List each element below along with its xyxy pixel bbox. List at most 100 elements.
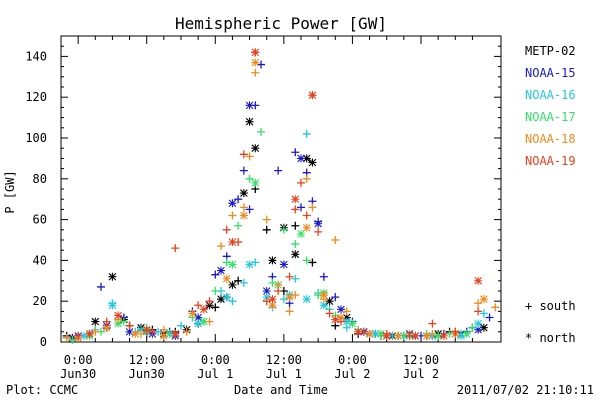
- point-south: [74, 331, 83, 340]
- point-south: [234, 195, 243, 204]
- point-north: [297, 229, 305, 238]
- point-north: [114, 319, 123, 328]
- point-north: [262, 293, 271, 302]
- point-north: [382, 331, 391, 340]
- point-south: [257, 127, 265, 136]
- point-south: [245, 152, 254, 161]
- point-south: [239, 150, 248, 159]
- point-south: [97, 282, 105, 291]
- point-north: [439, 331, 448, 340]
- point-north: [365, 329, 374, 338]
- point-south: [291, 221, 300, 230]
- point-north: [268, 256, 277, 265]
- legend-entry: NOAA-18: [525, 132, 576, 146]
- point-north: [228, 199, 237, 208]
- point-north: [228, 280, 237, 289]
- legend-entry: METP-02: [525, 44, 576, 58]
- x-tick-time-label: 0:00: [201, 353, 230, 367]
- point-south: [337, 317, 345, 326]
- point-south: [222, 225, 231, 234]
- point-north: [268, 301, 277, 310]
- x-tick-time-label: 0:00: [338, 353, 367, 367]
- point-north: [245, 101, 254, 110]
- y-tick-label: 0: [40, 335, 47, 349]
- point-north: [394, 331, 403, 340]
- point-south: [302, 211, 311, 220]
- point-south: [182, 327, 191, 336]
- legend-entry: NOAA-19: [525, 154, 576, 168]
- point-north: [371, 329, 380, 338]
- point-south: [234, 276, 243, 285]
- point-south: [491, 303, 500, 312]
- point-north: [245, 260, 254, 269]
- y-tick-label: 100: [25, 131, 47, 145]
- y-tick-label: 40: [33, 253, 47, 267]
- point-north: [251, 48, 260, 57]
- point-south: [262, 215, 271, 224]
- point-south: [211, 270, 220, 279]
- point-south: [177, 321, 185, 330]
- point-south: [268, 278, 277, 287]
- y-axis-ticks: 0 20 40 60 80 100 120 140: [25, 35, 501, 349]
- point-north: [228, 260, 237, 269]
- point-north: [199, 305, 208, 314]
- point-south: [228, 297, 237, 306]
- point-north: [302, 223, 311, 232]
- chart-title: Hemispheric Power [GW]: [175, 14, 387, 33]
- point-south: [205, 317, 214, 326]
- y-tick-label: 120: [25, 90, 47, 104]
- point-north: [474, 276, 483, 285]
- point-north: [308, 91, 317, 100]
- point-south: [239, 203, 248, 212]
- point-south: [325, 309, 334, 318]
- point-north: [125, 327, 134, 336]
- point-south: [291, 148, 300, 157]
- point-south: [302, 129, 311, 138]
- point-north: [308, 158, 317, 167]
- point-north: [342, 317, 351, 326]
- point-south: [291, 274, 300, 283]
- y-tick-label: 20: [33, 294, 47, 308]
- point-south: [342, 307, 351, 316]
- point-north: [217, 266, 225, 275]
- x-axis-label: Date and Time: [234, 383, 328, 397]
- point-south: [285, 272, 294, 281]
- point-north: [245, 117, 254, 126]
- y-tick-label: 60: [33, 213, 47, 227]
- point-north: [348, 319, 357, 328]
- point-north: [108, 272, 117, 281]
- point-north: [411, 331, 420, 340]
- y-axis-label: P [GW]: [3, 170, 17, 213]
- point-north: [325, 297, 334, 306]
- point-north: [302, 154, 311, 163]
- x-tick-date-label: Jul 2: [403, 367, 439, 381]
- point-north: [239, 189, 248, 198]
- point-north: [479, 323, 488, 332]
- point-north: [314, 219, 323, 228]
- point-south: [194, 301, 203, 310]
- point-south: [474, 307, 483, 316]
- point-south: [228, 211, 237, 220]
- point-south: [331, 293, 340, 302]
- y-tick-label: 80: [33, 172, 47, 186]
- point-south: [308, 258, 317, 267]
- point-south: [262, 297, 271, 306]
- point-north: [239, 211, 248, 220]
- plot-frame: [60, 35, 502, 343]
- point-south: [474, 299, 483, 308]
- point-north: [131, 329, 140, 338]
- legend-south: + south: [525, 299, 576, 313]
- point-south: [274, 166, 283, 175]
- point-south: [291, 205, 300, 214]
- point-north: [251, 178, 260, 187]
- point-south: [279, 295, 288, 304]
- footer-left: Plot: CCMC: [6, 383, 78, 397]
- point-north: [319, 291, 328, 300]
- point-south: [245, 205, 254, 214]
- legend: METP-02 NOAA-15 NOAA-16 NOAA-17 NOAA-18 NOAA-…: [525, 44, 576, 168]
- point-north: [251, 144, 260, 153]
- point-north: [142, 325, 151, 334]
- point-north: [85, 329, 94, 338]
- point-north: [188, 309, 197, 318]
- point-south: [297, 178, 305, 187]
